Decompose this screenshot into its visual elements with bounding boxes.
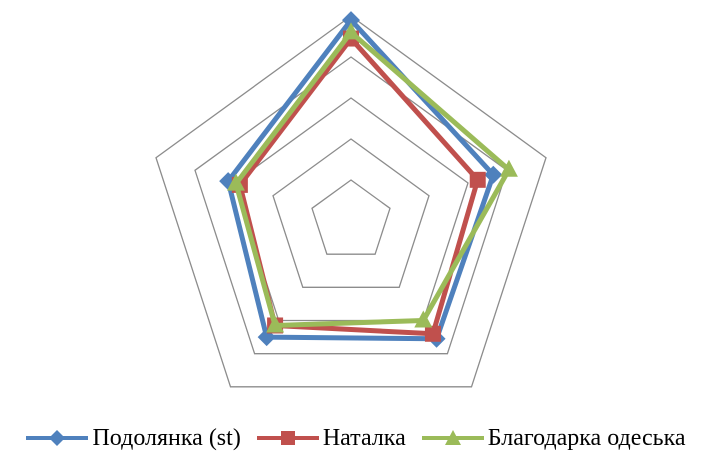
legend-marker-square-icon bbox=[256, 431, 319, 445]
legend-item-podolyanka: Подолянка (st) bbox=[24, 424, 241, 452]
marker-blagodarka-axis-3 bbox=[414, 310, 433, 328]
marker-blagodarka-axis-5 bbox=[226, 173, 245, 191]
marker-blagodarka-axis-4 bbox=[266, 315, 285, 333]
legend-item-blagodarka: Благодарка одеська bbox=[420, 425, 686, 452]
grid-ring-4 bbox=[194, 56, 508, 355]
marker-blagodarka-axis-2 bbox=[499, 159, 518, 177]
radar-series bbox=[219, 11, 518, 348]
legend-marker-diamond-icon bbox=[26, 430, 89, 446]
series-line-natalka bbox=[237, 36, 481, 337]
legend-marker-triangle-icon bbox=[421, 430, 484, 445]
series-podolyanka bbox=[219, 11, 503, 348]
marker-blagodarka-axis-1 bbox=[342, 22, 360, 40]
marker-natalka-axis-2 bbox=[469, 171, 486, 188]
series-line-podolyanka bbox=[225, 17, 496, 342]
legend-label-podolyanka: Подолянка (st) bbox=[92, 424, 241, 451]
series-blagodarka bbox=[226, 22, 518, 333]
grid-ring-2 bbox=[272, 138, 430, 288]
legend-item-natalka: Наталка bbox=[255, 425, 406, 452]
chart-legend: Подолянка (st) Наталка Благодарка одеськ… bbox=[0, 416, 710, 460]
marker-podolyanka-axis-1 bbox=[342, 11, 360, 30]
series-line-blagodarka bbox=[233, 29, 512, 328]
marker-podolyanka-axis-2 bbox=[484, 165, 503, 184]
legend-label-natalka: Наталка bbox=[322, 424, 406, 451]
marker-natalka-axis-3 bbox=[424, 325, 441, 342]
grid-ring-5 bbox=[155, 15, 547, 388]
grid-ring-1 bbox=[311, 179, 391, 255]
legend-label-blagodarka: Благодарка одеська bbox=[487, 424, 686, 451]
radar-chart bbox=[155, 11, 547, 388]
